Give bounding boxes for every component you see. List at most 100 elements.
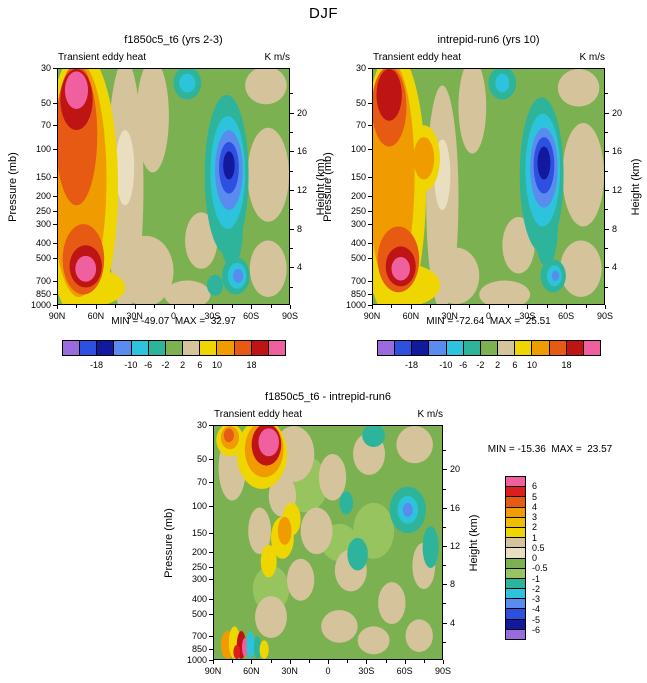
latitude-tick [404, 660, 406, 664]
latitude-tick [57, 305, 58, 309]
contour-shape [206, 274, 224, 296]
height-tick [290, 112, 294, 114]
colorbar-label: -18 [404, 360, 418, 370]
pressure-tick [53, 125, 57, 127]
height-minor-tick [443, 603, 446, 605]
colorbar-cell [378, 341, 396, 355]
height-tick [290, 267, 294, 269]
latitude-tick [213, 660, 214, 664]
contour-shape [537, 146, 551, 180]
pressure-tick-label: 150 [35, 171, 51, 182]
panel2-title: intrepid-run6 (yrs 10) [437, 34, 540, 46]
colorbar-cell [63, 341, 81, 355]
colorbar-cell [463, 341, 481, 355]
latitude-tick [95, 305, 97, 309]
pressure-tick [53, 223, 57, 225]
pressure-tick [368, 280, 372, 282]
contour-shape [339, 491, 354, 515]
latitude-tick [605, 305, 606, 309]
height-minor-tick [443, 565, 446, 567]
height-tick [605, 267, 609, 269]
colorbar-label: 4 [532, 501, 538, 512]
pressure-tick-label: 200 [350, 191, 366, 202]
pressure-tick-label: 150 [191, 527, 207, 538]
height-minor-tick [443, 526, 446, 528]
pressure-tick-label: 500 [350, 253, 366, 264]
panel1-units-label: K m/s [264, 52, 290, 63]
colorbar-cell [97, 341, 115, 355]
contour-shape [255, 596, 287, 639]
contour-shape [413, 137, 435, 180]
pressure-tick-label: 500 [35, 253, 51, 264]
colorbar-label: 10 [527, 360, 538, 370]
pressure-axis-label: Pressure (mb) [7, 151, 19, 222]
colorbar-cell [506, 599, 525, 610]
panel1-colorbar: -18 -10 -6 -2 2 6 10 18 [62, 340, 286, 376]
colorbar-cell [412, 341, 430, 355]
latitude-tick [443, 660, 444, 664]
latitude-minor-tick [154, 305, 156, 308]
colorbar-cells [505, 476, 526, 640]
contour-shape [233, 645, 241, 659]
height-minor-tick [605, 209, 608, 211]
contour-shape [286, 558, 315, 601]
contour-shape [300, 507, 333, 555]
pressure-tick-label: 700 [35, 275, 51, 286]
latitude-tick [290, 305, 291, 309]
colorbar-label: -6 [532, 624, 541, 635]
colorbar-cell [506, 538, 525, 549]
pressure-tick [53, 280, 57, 282]
pressure-tick-label: 200 [35, 191, 51, 202]
latitude-tick [251, 660, 253, 664]
latitude-tick-label: 60S [396, 666, 413, 676]
colorbar-label: 18 [246, 360, 257, 370]
pressure-tick [53, 176, 57, 178]
colorbar-cell [506, 477, 525, 488]
pressure-tick-label: 70 [196, 476, 207, 487]
colorbar-label: -6 [459, 360, 468, 370]
pressure-tick-label: 200 [191, 547, 207, 558]
latitude-tick-label: 30N [441, 311, 458, 321]
latitude-tick-label: 60S [558, 311, 575, 321]
pressure-tick-label: 250 [35, 206, 51, 217]
height-tick-label: 16 [297, 146, 308, 157]
latitude-tick [328, 660, 329, 664]
pressure-tick [53, 102, 57, 104]
latitude-minor-tick [270, 660, 272, 663]
latitude-tick [449, 305, 451, 309]
height-minor-tick [290, 209, 293, 211]
pressure-tick [209, 552, 213, 554]
colorbar-label: -1 [532, 573, 541, 584]
pressure-tick [209, 613, 213, 615]
contour-shape [562, 123, 604, 227]
colorbar-cell [506, 619, 525, 630]
contour-shape [253, 635, 261, 659]
colorbar-label: 6 [532, 481, 538, 492]
panel2-stats: MIN = -72.64 MAX = 25.51 [426, 316, 551, 327]
height-minor-tick [290, 93, 293, 95]
height-tick-label: 20 [297, 107, 308, 118]
pressure-tick [209, 579, 213, 581]
pressure-tick-label: 70 [40, 120, 51, 131]
height-tick [605, 151, 609, 153]
latitude-minor-tick [391, 305, 393, 308]
colorbar-label: -10 [124, 360, 138, 370]
contour-shape [321, 610, 358, 643]
colorbar-label: 10 [212, 360, 223, 370]
latitude-tick-label: 30S [519, 311, 536, 321]
pressure-tick [368, 68, 372, 69]
contour-shape [376, 69, 402, 121]
pressure-tick [53, 149, 57, 151]
pressure-tick [209, 598, 213, 600]
contour-shape [249, 240, 287, 297]
contour-shape [560, 240, 602, 297]
pressure-tick-label: 250 [350, 206, 366, 217]
latitude-minor-tick [192, 305, 194, 308]
latitude-tick-label: 30N [281, 666, 298, 676]
latitude-tick-label: 90S [596, 311, 613, 321]
pressure-tick [209, 567, 213, 569]
colorbar-cell [506, 517, 525, 528]
height-tick-label: 16 [450, 502, 461, 513]
contour-shape [405, 619, 433, 653]
pressure-tick [368, 176, 372, 178]
